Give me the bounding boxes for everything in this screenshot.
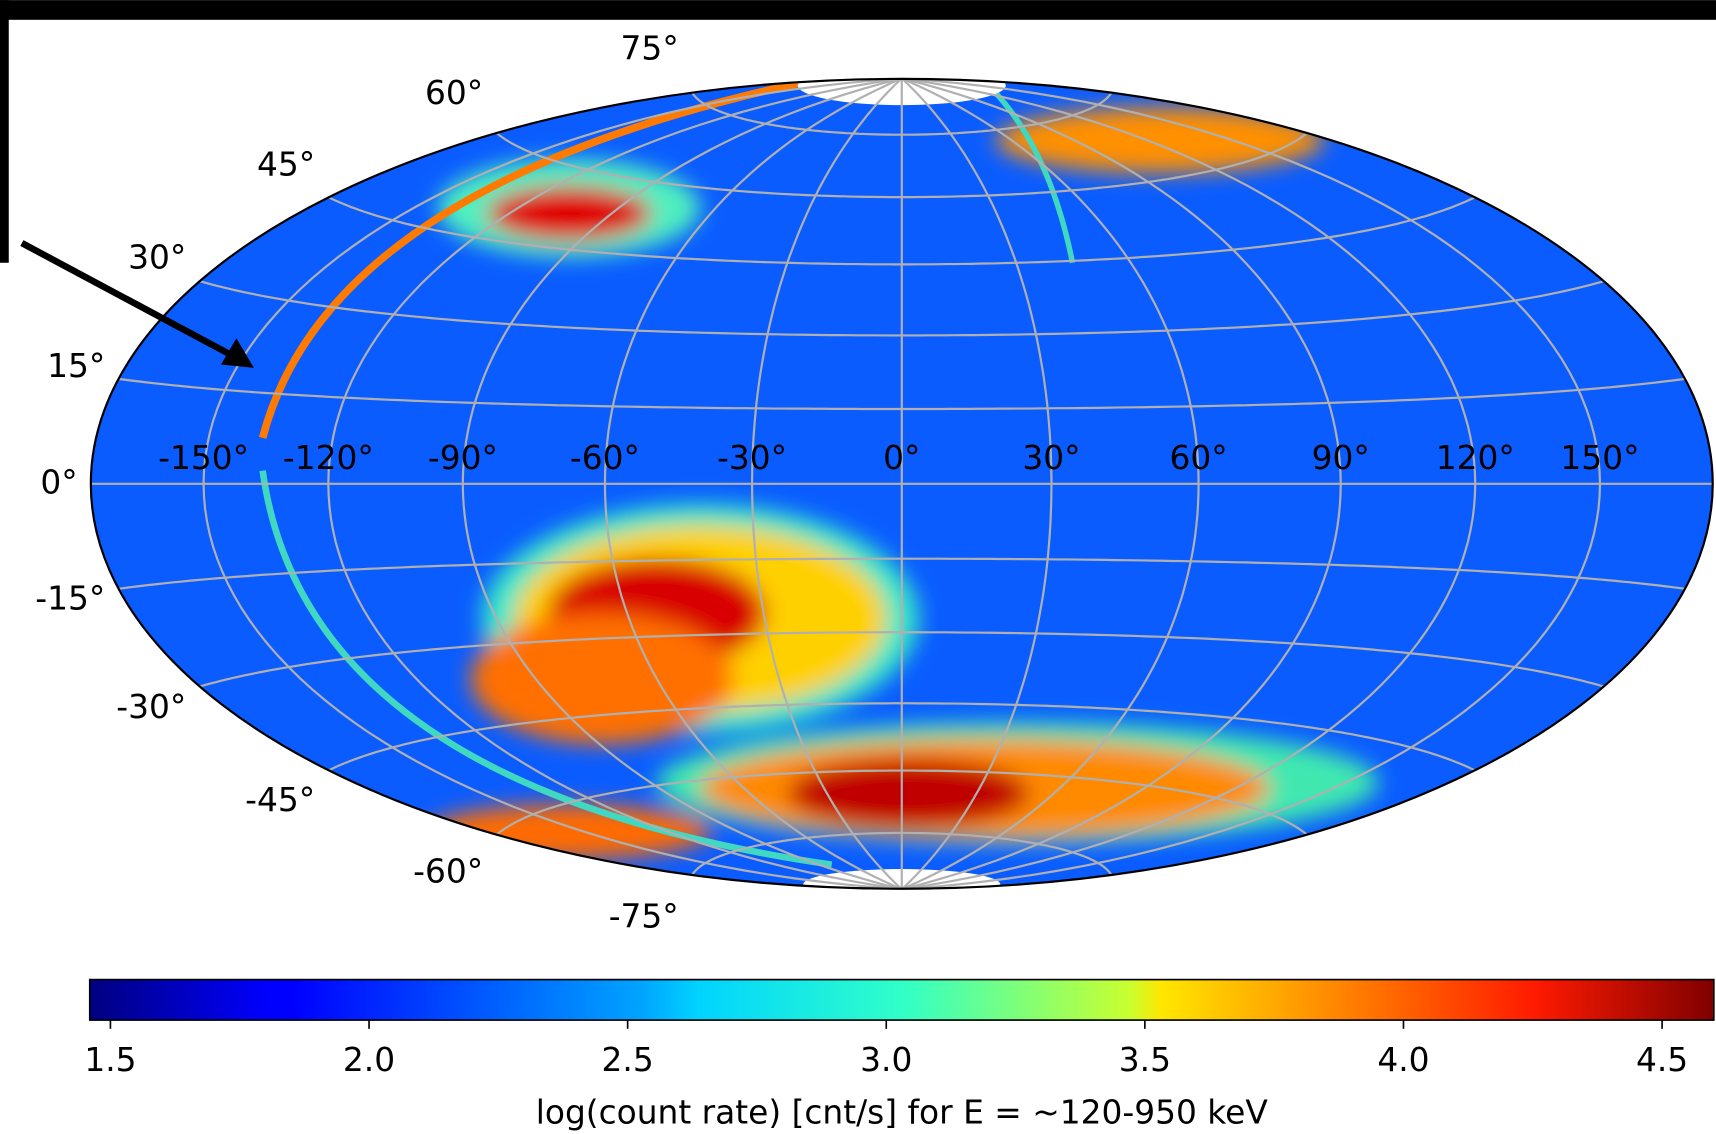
x-tick-label: 30° xyxy=(1022,439,1080,477)
colorbar-tick-label: 4.5 xyxy=(1636,1041,1688,1079)
x-tick-label: -90° xyxy=(428,439,498,477)
y-tick-label: -75° xyxy=(609,897,679,935)
x-tick-label: 0° xyxy=(883,439,920,477)
colorbar-tick-label: 3.5 xyxy=(1119,1041,1171,1079)
chart: -150° -120° -90° -60° -30° 0° 30° 60° 90° 120° 150… xyxy=(0,0,1716,1134)
y-tick-label: -30° xyxy=(116,688,186,726)
x-tick-label: 90° xyxy=(1312,439,1370,477)
colorbar-tick-label: 2.0 xyxy=(343,1041,395,1079)
heat-region xyxy=(487,186,651,241)
sky-map xyxy=(91,66,1713,900)
x-tick-label: -120° xyxy=(283,439,374,477)
x-tick-label: 120° xyxy=(1436,439,1515,477)
page: {"chart_data": { "type": "map", "project… xyxy=(0,0,1716,1134)
y-tick-label: 30° xyxy=(128,239,186,277)
y-tick-label: -45° xyxy=(245,781,315,819)
colorbar xyxy=(90,980,1714,1020)
y-tick-label: 0° xyxy=(40,463,77,501)
y-tick-label: 75° xyxy=(621,29,679,67)
heat-region xyxy=(788,759,1029,829)
x-tick-label: -60° xyxy=(570,439,640,477)
colorbar-tick-label: 3.0 xyxy=(860,1041,912,1079)
x-tick-label: 60° xyxy=(1170,439,1228,477)
y-tick-label: -60° xyxy=(413,852,483,890)
colorbar-tick-label: 1.5 xyxy=(84,1041,136,1079)
y-tick-label: 45° xyxy=(257,146,315,184)
graticule xyxy=(91,78,1713,889)
x-tick-label: -30° xyxy=(717,439,787,477)
colorbar-tick-label: 2.5 xyxy=(602,1041,654,1079)
colorbar-label: log(count rate) [cnt/s] for E = ~120-950… xyxy=(536,1094,1269,1132)
heat-region xyxy=(996,107,1324,173)
colorbar-ticks: 1.5 2.0 2.5 3.0 3.5 4.0 4.5 xyxy=(84,1020,1688,1079)
colorbar-tick-label: 4.0 xyxy=(1377,1041,1429,1079)
y-tick-label: 15° xyxy=(47,347,105,385)
y-tick-label: 60° xyxy=(425,74,483,112)
left-border xyxy=(0,0,9,263)
y-tick-label: -15° xyxy=(35,580,105,618)
x-tick-label: -150° xyxy=(158,439,249,477)
top-border xyxy=(0,0,1716,20)
x-tick-label: 150° xyxy=(1560,439,1639,477)
